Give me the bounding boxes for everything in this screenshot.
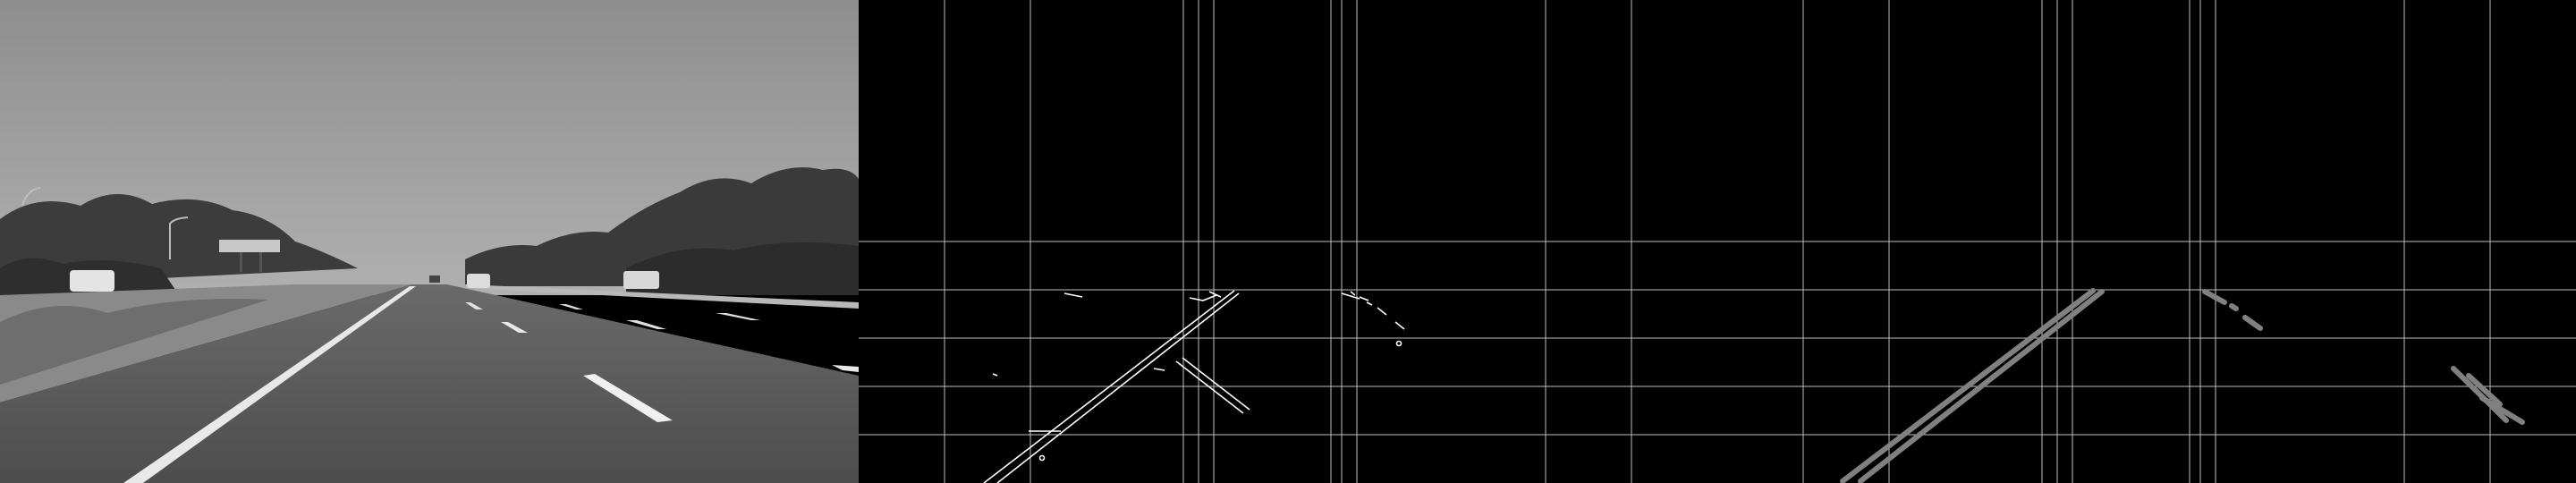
dash-7 bbox=[832, 365, 859, 372]
guardrail bbox=[465, 284, 859, 309]
dash-5 bbox=[716, 313, 760, 320]
edge-map bbox=[859, 0, 1717, 483]
dash-1 bbox=[583, 374, 673, 422]
grid-lines bbox=[1717, 0, 2576, 483]
grid-lines bbox=[859, 0, 1717, 483]
road-surface bbox=[0, 284, 859, 483]
white-truck-left bbox=[70, 270, 114, 292]
canny-edges-with-grid bbox=[859, 0, 1717, 483]
edge-segments bbox=[983, 290, 1405, 483]
hough-line-map bbox=[1717, 0, 2576, 483]
hough-lines-with-grid bbox=[1717, 0, 2576, 483]
billboard bbox=[219, 240, 280, 252]
pickup-right bbox=[623, 271, 659, 289]
car-center bbox=[467, 274, 490, 288]
dash-4 bbox=[626, 320, 666, 329]
grayscale-road-photo bbox=[0, 0, 859, 483]
hough-segments bbox=[1840, 288, 2525, 483]
dash-2 bbox=[501, 322, 528, 333]
dash-3 bbox=[465, 302, 483, 309]
road-photo-illustration bbox=[0, 0, 859, 483]
left-solid-lane-line bbox=[123, 286, 416, 483]
dash-6 bbox=[559, 304, 583, 309]
